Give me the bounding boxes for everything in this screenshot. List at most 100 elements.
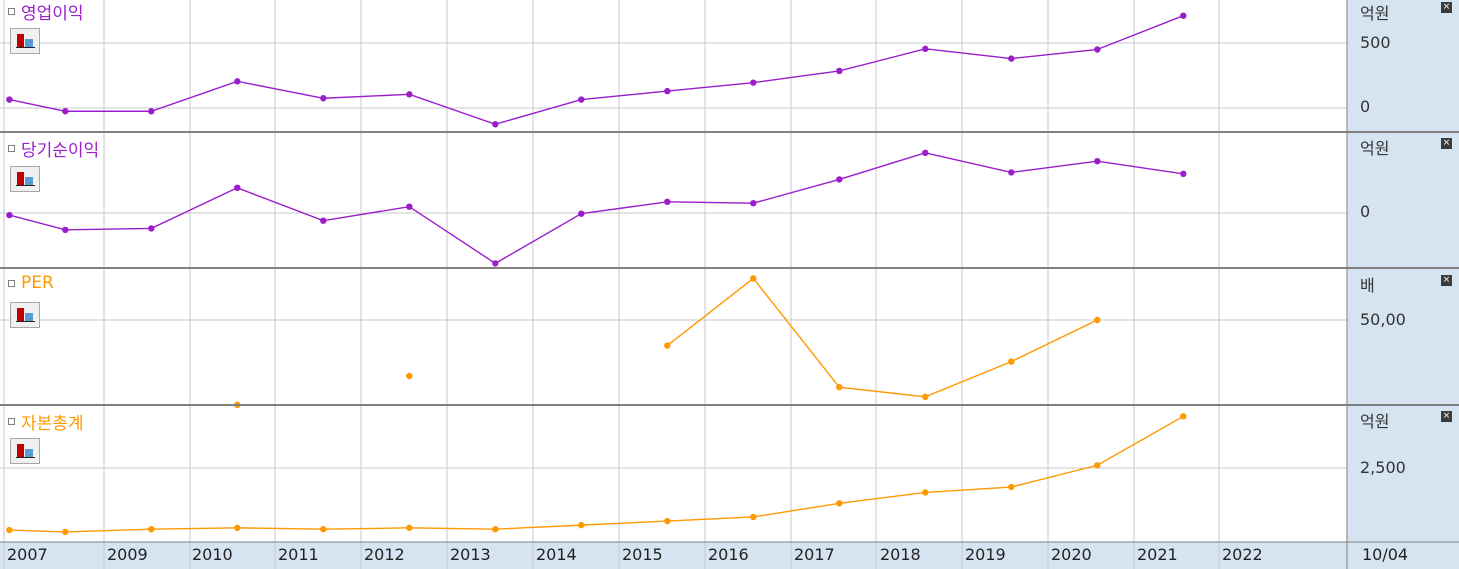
data-point[interactable] — [578, 96, 585, 103]
data-point[interactable] — [148, 108, 155, 115]
data-point[interactable] — [1094, 316, 1101, 324]
y-tick-label: 0 — [1360, 97, 1371, 116]
data-point[interactable] — [6, 96, 13, 103]
chart-type-button[interactable] — [10, 438, 40, 464]
x-tick-label: 2021 — [1137, 545, 1178, 564]
x-tick-label: 2013 — [450, 545, 491, 564]
data-point[interactable] — [1180, 170, 1187, 177]
panel-title[interactable]: 자본총계 — [8, 409, 84, 434]
data-point[interactable] — [836, 67, 843, 75]
chart-type-button[interactable] — [10, 28, 40, 54]
data-point[interactable] — [406, 203, 413, 210]
x-tick-label: 2010 — [192, 545, 233, 564]
data-point[interactable] — [750, 513, 757, 521]
y-tick-label: 2,500 — [1360, 458, 1406, 477]
data-point[interactable] — [62, 226, 69, 233]
data-point[interactable] — [664, 342, 671, 349]
panel-title[interactable]: 당기순이익 — [8, 136, 99, 161]
data-point[interactable] — [922, 489, 929, 496]
data-point[interactable] — [836, 176, 843, 183]
data-point[interactable] — [148, 526, 155, 533]
data-point[interactable] — [406, 91, 413, 98]
panel-title[interactable]: PER — [8, 273, 54, 293]
data-point[interactable] — [750, 79, 757, 86]
data-point[interactable] — [148, 225, 155, 232]
series-toggle-icon[interactable] — [8, 8, 15, 15]
bar-chart-icon — [17, 34, 24, 47]
data-point[interactable] — [320, 95, 327, 102]
x-tick-label: 2022 — [1222, 545, 1263, 564]
data-point[interactable] — [492, 526, 499, 533]
unit-label: 억원 — [1360, 412, 1390, 431]
x-tick-label: 2007 — [7, 545, 48, 564]
data-point[interactable] — [1094, 46, 1101, 53]
data-point[interactable] — [664, 198, 671, 205]
x-tick-label: 2011 — [278, 545, 319, 564]
x-tick-label: 2014 — [536, 545, 577, 564]
series-toggle-icon[interactable] — [8, 279, 15, 287]
data-point[interactable] — [664, 517, 671, 525]
chart-type-button[interactable] — [10, 166, 40, 192]
data-point[interactable] — [836, 384, 843, 391]
y-tick-label: 500 — [1360, 33, 1391, 52]
bottom-axis-background — [0, 542, 1459, 569]
y-tick-label: 0 — [1360, 202, 1371, 221]
data-point[interactable] — [836, 500, 843, 507]
close-icon[interactable]: × — [1441, 138, 1452, 149]
series-toggle-icon[interactable] — [8, 145, 15, 152]
panel-title-text: 당기순이익 — [21, 141, 100, 161]
data-point[interactable] — [1008, 483, 1015, 491]
series-line — [9, 415, 1184, 533]
current-date-label: 10/04 — [1362, 545, 1409, 564]
panel-title[interactable]: 영업이익 — [8, 0, 84, 24]
data-point[interactable] — [6, 211, 13, 219]
data-point[interactable] — [750, 200, 757, 207]
data-point[interactable] — [750, 275, 757, 282]
data-point[interactable] — [664, 87, 671, 95]
x-tick-label: 2018 — [880, 545, 921, 564]
data-point[interactable] — [406, 372, 413, 380]
x-tick-label: 2015 — [622, 545, 663, 564]
chart-type-button[interactable] — [10, 302, 40, 328]
data-point[interactable] — [320, 526, 327, 533]
data-point[interactable] — [922, 45, 929, 53]
x-tick-label: 2012 — [364, 545, 405, 564]
data-point[interactable] — [234, 184, 241, 191]
data-point[interactable] — [492, 121, 499, 128]
close-icon[interactable]: × — [1441, 2, 1452, 13]
data-point[interactable] — [578, 210, 585, 217]
data-point[interactable] — [492, 260, 499, 267]
right-axis-background — [1347, 0, 1459, 542]
data-point[interactable] — [6, 526, 13, 534]
data-point[interactable] — [1180, 413, 1187, 420]
data-point[interactable] — [1180, 12, 1187, 19]
panel-title-text: 영업이익 — [21, 4, 84, 24]
data-point[interactable] — [1094, 158, 1101, 165]
x-tick-label: 2017 — [794, 545, 835, 564]
data-point[interactable] — [1008, 169, 1015, 176]
series-line — [666, 277, 1098, 398]
data-point[interactable] — [1008, 55, 1015, 62]
x-tick-label: 2009 — [107, 545, 148, 564]
bar-chart-icon — [17, 308, 24, 321]
data-point[interactable] — [1094, 462, 1101, 469]
data-point[interactable] — [1008, 358, 1015, 365]
series-line — [9, 152, 1184, 265]
data-point[interactable] — [234, 524, 241, 532]
x-tick-label: 2020 — [1051, 545, 1092, 564]
data-point[interactable] — [62, 528, 69, 536]
data-point[interactable] — [578, 521, 585, 529]
x-tick-label: 2019 — [965, 545, 1006, 564]
data-point[interactable] — [922, 393, 929, 400]
data-point[interactable] — [406, 524, 413, 532]
close-icon[interactable]: × — [1441, 275, 1452, 286]
data-point[interactable] — [320, 217, 327, 224]
data-point[interactable] — [922, 149, 929, 156]
data-point[interactable] — [62, 108, 69, 115]
panel-title-text: PER — [21, 273, 54, 293]
data-point[interactable] — [234, 78, 241, 85]
close-icon[interactable]: × — [1441, 411, 1452, 422]
series-toggle-icon[interactable] — [8, 418, 15, 425]
